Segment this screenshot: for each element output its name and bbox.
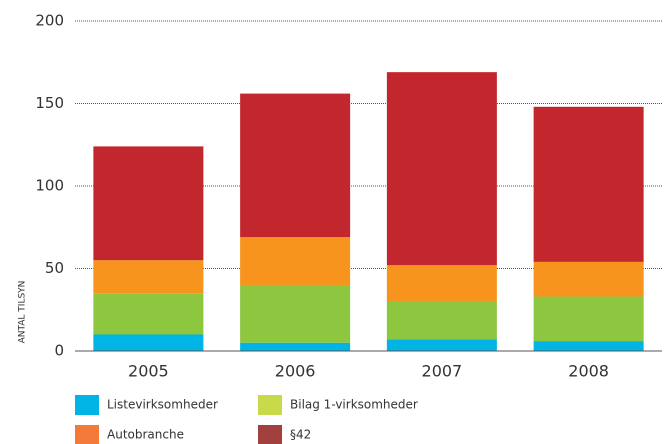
legend-label: §42 <box>290 428 311 442</box>
legend-label: Listevirksomheder <box>107 398 218 412</box>
legend-swatch <box>258 395 282 415</box>
y-axis-label: ANTAL TILSYN <box>18 281 28 344</box>
bar-segment <box>93 260 204 294</box>
y-tick-label: 50 <box>45 259 64 277</box>
bar-segment <box>533 261 644 297</box>
y-tick-label: 0 <box>54 342 64 360</box>
bar-segment <box>240 93 351 238</box>
y-tick-label: 200 <box>35 12 64 30</box>
bar-segment <box>240 237 351 285</box>
legend-swatch <box>75 395 99 415</box>
bar-segment <box>386 72 497 266</box>
bar-segment <box>93 334 204 351</box>
x-tick-label: 2006 <box>275 362 316 381</box>
legend-swatch <box>75 425 99 444</box>
legend-label: Bilag 1-virksomheder <box>290 398 418 412</box>
bar-segment <box>240 285 351 343</box>
bar-segment <box>533 341 644 351</box>
y-tick-label: 100 <box>35 177 64 195</box>
bar-segment <box>386 265 497 302</box>
x-tick-label: 2008 <box>568 362 609 381</box>
bar-segment <box>533 296 644 342</box>
legend-swatch <box>258 425 282 444</box>
y-tick-label: 150 <box>35 94 64 112</box>
bar-segment <box>93 146 204 261</box>
x-tick-label: 2007 <box>422 362 463 381</box>
x-tick-label: 2005 <box>128 362 169 381</box>
legend-label: Autobranche <box>107 428 184 442</box>
bar-segment <box>93 293 204 335</box>
bar-segment <box>533 106 644 262</box>
bar-segment <box>386 339 497 351</box>
bar-segment <box>240 342 351 351</box>
bar-segment <box>386 301 497 340</box>
